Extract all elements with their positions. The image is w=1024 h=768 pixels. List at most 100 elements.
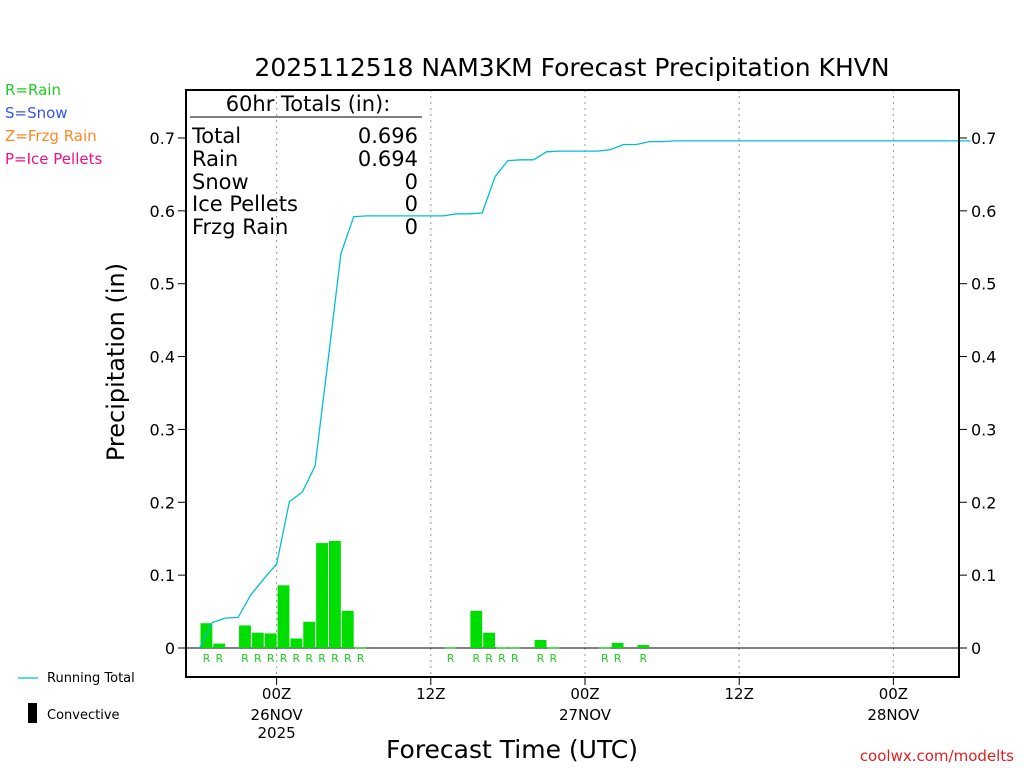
precip-bar — [316, 543, 328, 648]
y-tick-label-left: 0.5 — [150, 275, 175, 294]
convective-legend-swatch — [28, 703, 37, 723]
precip-bar — [329, 540, 341, 648]
totals-value-rain: 0.694 — [358, 147, 418, 171]
x-axis-label: Forecast Time (UTC) — [386, 735, 638, 764]
precip-bar — [444, 647, 457, 649]
legend-frzg-rain: Z=Frzg Rain — [5, 127, 97, 145]
y-tick-label-right: 0.3 — [971, 420, 996, 439]
legend-snow: S=Snow — [5, 104, 68, 122]
precip-type-label: R — [318, 652, 326, 665]
precip-type-label: R — [447, 652, 455, 665]
precip-bar — [239, 625, 251, 648]
precip-bar — [598, 647, 611, 649]
precip-bar — [303, 621, 316, 648]
chart-title: 2025112518 NAM3KM Forecast Precipitation… — [254, 53, 889, 82]
totals-value-ice-pellets: 0 — [405, 192, 418, 216]
precip-type-label: R — [511, 652, 519, 665]
y-tick-label-right: 0.6 — [971, 202, 996, 221]
precip-type-label: R — [639, 652, 647, 665]
precip-bars — [200, 540, 650, 649]
y-tick-label-left: 0.2 — [150, 493, 175, 512]
y-tick-label-left: 0.6 — [150, 202, 175, 221]
precip-type-label: R — [357, 652, 365, 665]
y-tick-label-right: 0.2 — [971, 493, 996, 512]
precip-type-label: R — [305, 652, 313, 665]
precip-bar — [290, 638, 303, 648]
plot-frame — [185, 89, 960, 678]
precip-bar — [508, 647, 521, 649]
precip-type-label: R — [331, 652, 339, 665]
precip-bar — [637, 645, 650, 648]
y-tick-label-left: 0.4 — [150, 348, 175, 367]
precip-type-label: R — [267, 652, 275, 665]
totals-label-frzg-rain: Frzg Rain — [192, 215, 288, 239]
x-tick-date: 26NOV — [251, 706, 304, 724]
y-tick-label-right: 0.5 — [971, 275, 996, 294]
precip-type-label: R — [485, 652, 493, 665]
running-total-legend-label: Running Total — [47, 671, 135, 686]
y-tick-label-left: 0.7 — [150, 129, 175, 148]
precip-type-label: R — [293, 652, 301, 665]
x-tick-date: 27NOV — [559, 706, 612, 724]
precip-bar — [251, 632, 264, 648]
precip-type-label: R — [472, 652, 480, 665]
x-tick-label: 12Z — [725, 685, 754, 703]
precip-type-label: R — [241, 652, 249, 665]
precip-bar — [534, 639, 547, 648]
y-tick-label-right: 0.7 — [971, 129, 996, 148]
gridlines — [276, 90, 894, 677]
precip-type-label: R — [537, 652, 545, 665]
line-legend: Running Total Convective — [18, 671, 135, 723]
precip-type-label: R — [614, 652, 622, 665]
y-tick-label-left: 0.1 — [150, 566, 175, 585]
totals-value-total: 0.696 — [358, 124, 418, 148]
totals-value-snow: 0 — [405, 170, 418, 194]
x-tick-label: 12Z — [416, 685, 445, 703]
y-tick-label-left: 0.3 — [150, 420, 175, 439]
totals-box: 60hr Totals (in): Total 0.696 Rain 0.694… — [190, 92, 422, 239]
precip-bar — [611, 642, 624, 648]
precip-type-label: R — [498, 652, 506, 665]
x-tick-label: 00Z — [570, 685, 599, 703]
totals-value-frzg-rain: 0 — [405, 215, 418, 239]
running-total-line — [198, 140, 971, 649]
precip-bar — [470, 610, 483, 648]
totals-label-ice-pellets: Ice Pellets — [192, 192, 298, 216]
convective-legend-label: Convective — [47, 708, 120, 723]
y-tick-label-right: 0 — [971, 639, 981, 658]
precip-bar — [264, 633, 277, 648]
x-tick-label: 00Z — [262, 685, 291, 703]
site-credit: coolwx.com/modelts — [860, 747, 1014, 765]
legend-rain: R=Rain — [5, 81, 61, 99]
x-tick-date: 28NOV — [867, 706, 920, 724]
precip-bar — [354, 647, 367, 649]
precip-bar — [341, 610, 354, 648]
y-tick-label-right: 0.1 — [971, 566, 996, 585]
y-axis: 0 00.1 0.10.2 0.20.3 0.30.4 0.40.5 0.50.6 0.60.… — [150, 129, 997, 658]
precip-type-label: R — [344, 652, 352, 665]
precip-bar — [483, 632, 496, 648]
totals-label-rain: Rain — [192, 147, 238, 171]
precip-type-label: R — [280, 652, 288, 665]
precip-bar — [496, 647, 508, 649]
precip-type-label: R — [215, 652, 223, 665]
y-axis-label: Precipitation (in) — [102, 263, 130, 461]
y-tick-label-right: 0.4 — [971, 348, 996, 367]
x-tick-year: 2025 — [258, 724, 296, 742]
precip-bar — [277, 585, 290, 648]
totals-title: 60hr Totals (in): — [226, 92, 391, 116]
precip-bar — [547, 647, 560, 649]
precip-type-label: R — [203, 652, 211, 665]
totals-label-total: Total — [191, 124, 241, 148]
precip-type-label: R — [254, 652, 262, 665]
x-tick-label: 00Z — [879, 685, 908, 703]
precip-type-label: R — [601, 652, 609, 665]
totals-label-snow: Snow — [192, 170, 249, 194]
precip-type-label: R — [550, 652, 558, 665]
legend-ice-pellets: P=Ice Pellets — [5, 150, 102, 168]
precip-bar — [213, 643, 226, 648]
type-legend: R=Rain S=Snow Z=Frzg Rain P=Ice Pellets — [5, 81, 102, 168]
